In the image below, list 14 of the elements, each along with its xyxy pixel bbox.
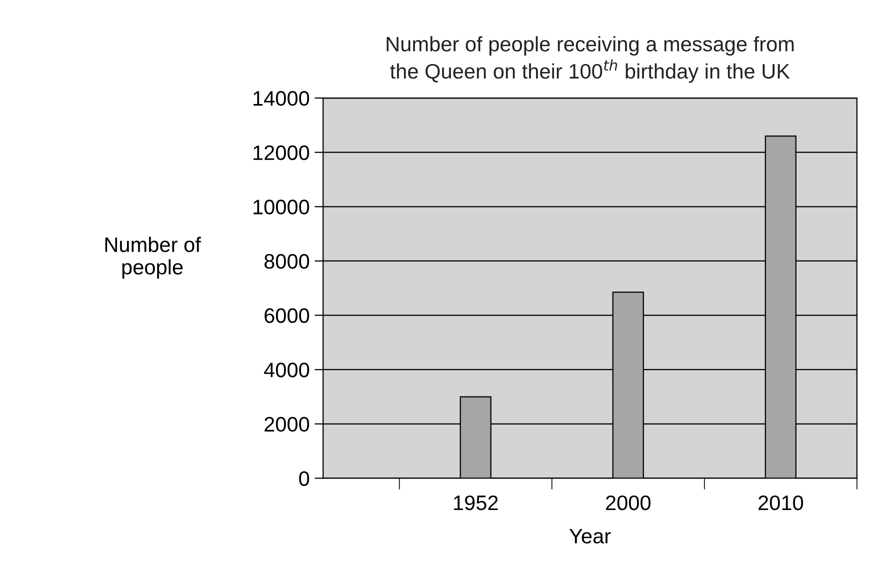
y-axis-title: Number of people xyxy=(105,236,201,279)
y-tick-label: 14000 xyxy=(254,91,310,106)
y-tick-label: 6000 xyxy=(264,308,310,324)
y-tick-label: 4000 xyxy=(264,362,310,378)
x-tick-label: 2010 xyxy=(758,495,804,510)
y-tick-label: 0 xyxy=(299,471,310,486)
y-tick-label: 12000 xyxy=(254,145,310,160)
y-tick-label: 8000 xyxy=(264,254,310,269)
x-axis-title: Year xyxy=(569,528,611,544)
y-tick-label: 10000 xyxy=(254,200,310,214)
x-tick-label: 2000 xyxy=(606,495,651,510)
y-tick-label: 2000 xyxy=(264,416,310,432)
x-tick-label: 1952 xyxy=(454,495,498,510)
chart-title: Number of people receiving a message from the Queen on their 100$^{th}$ birthday in the UK xyxy=(386,36,794,83)
